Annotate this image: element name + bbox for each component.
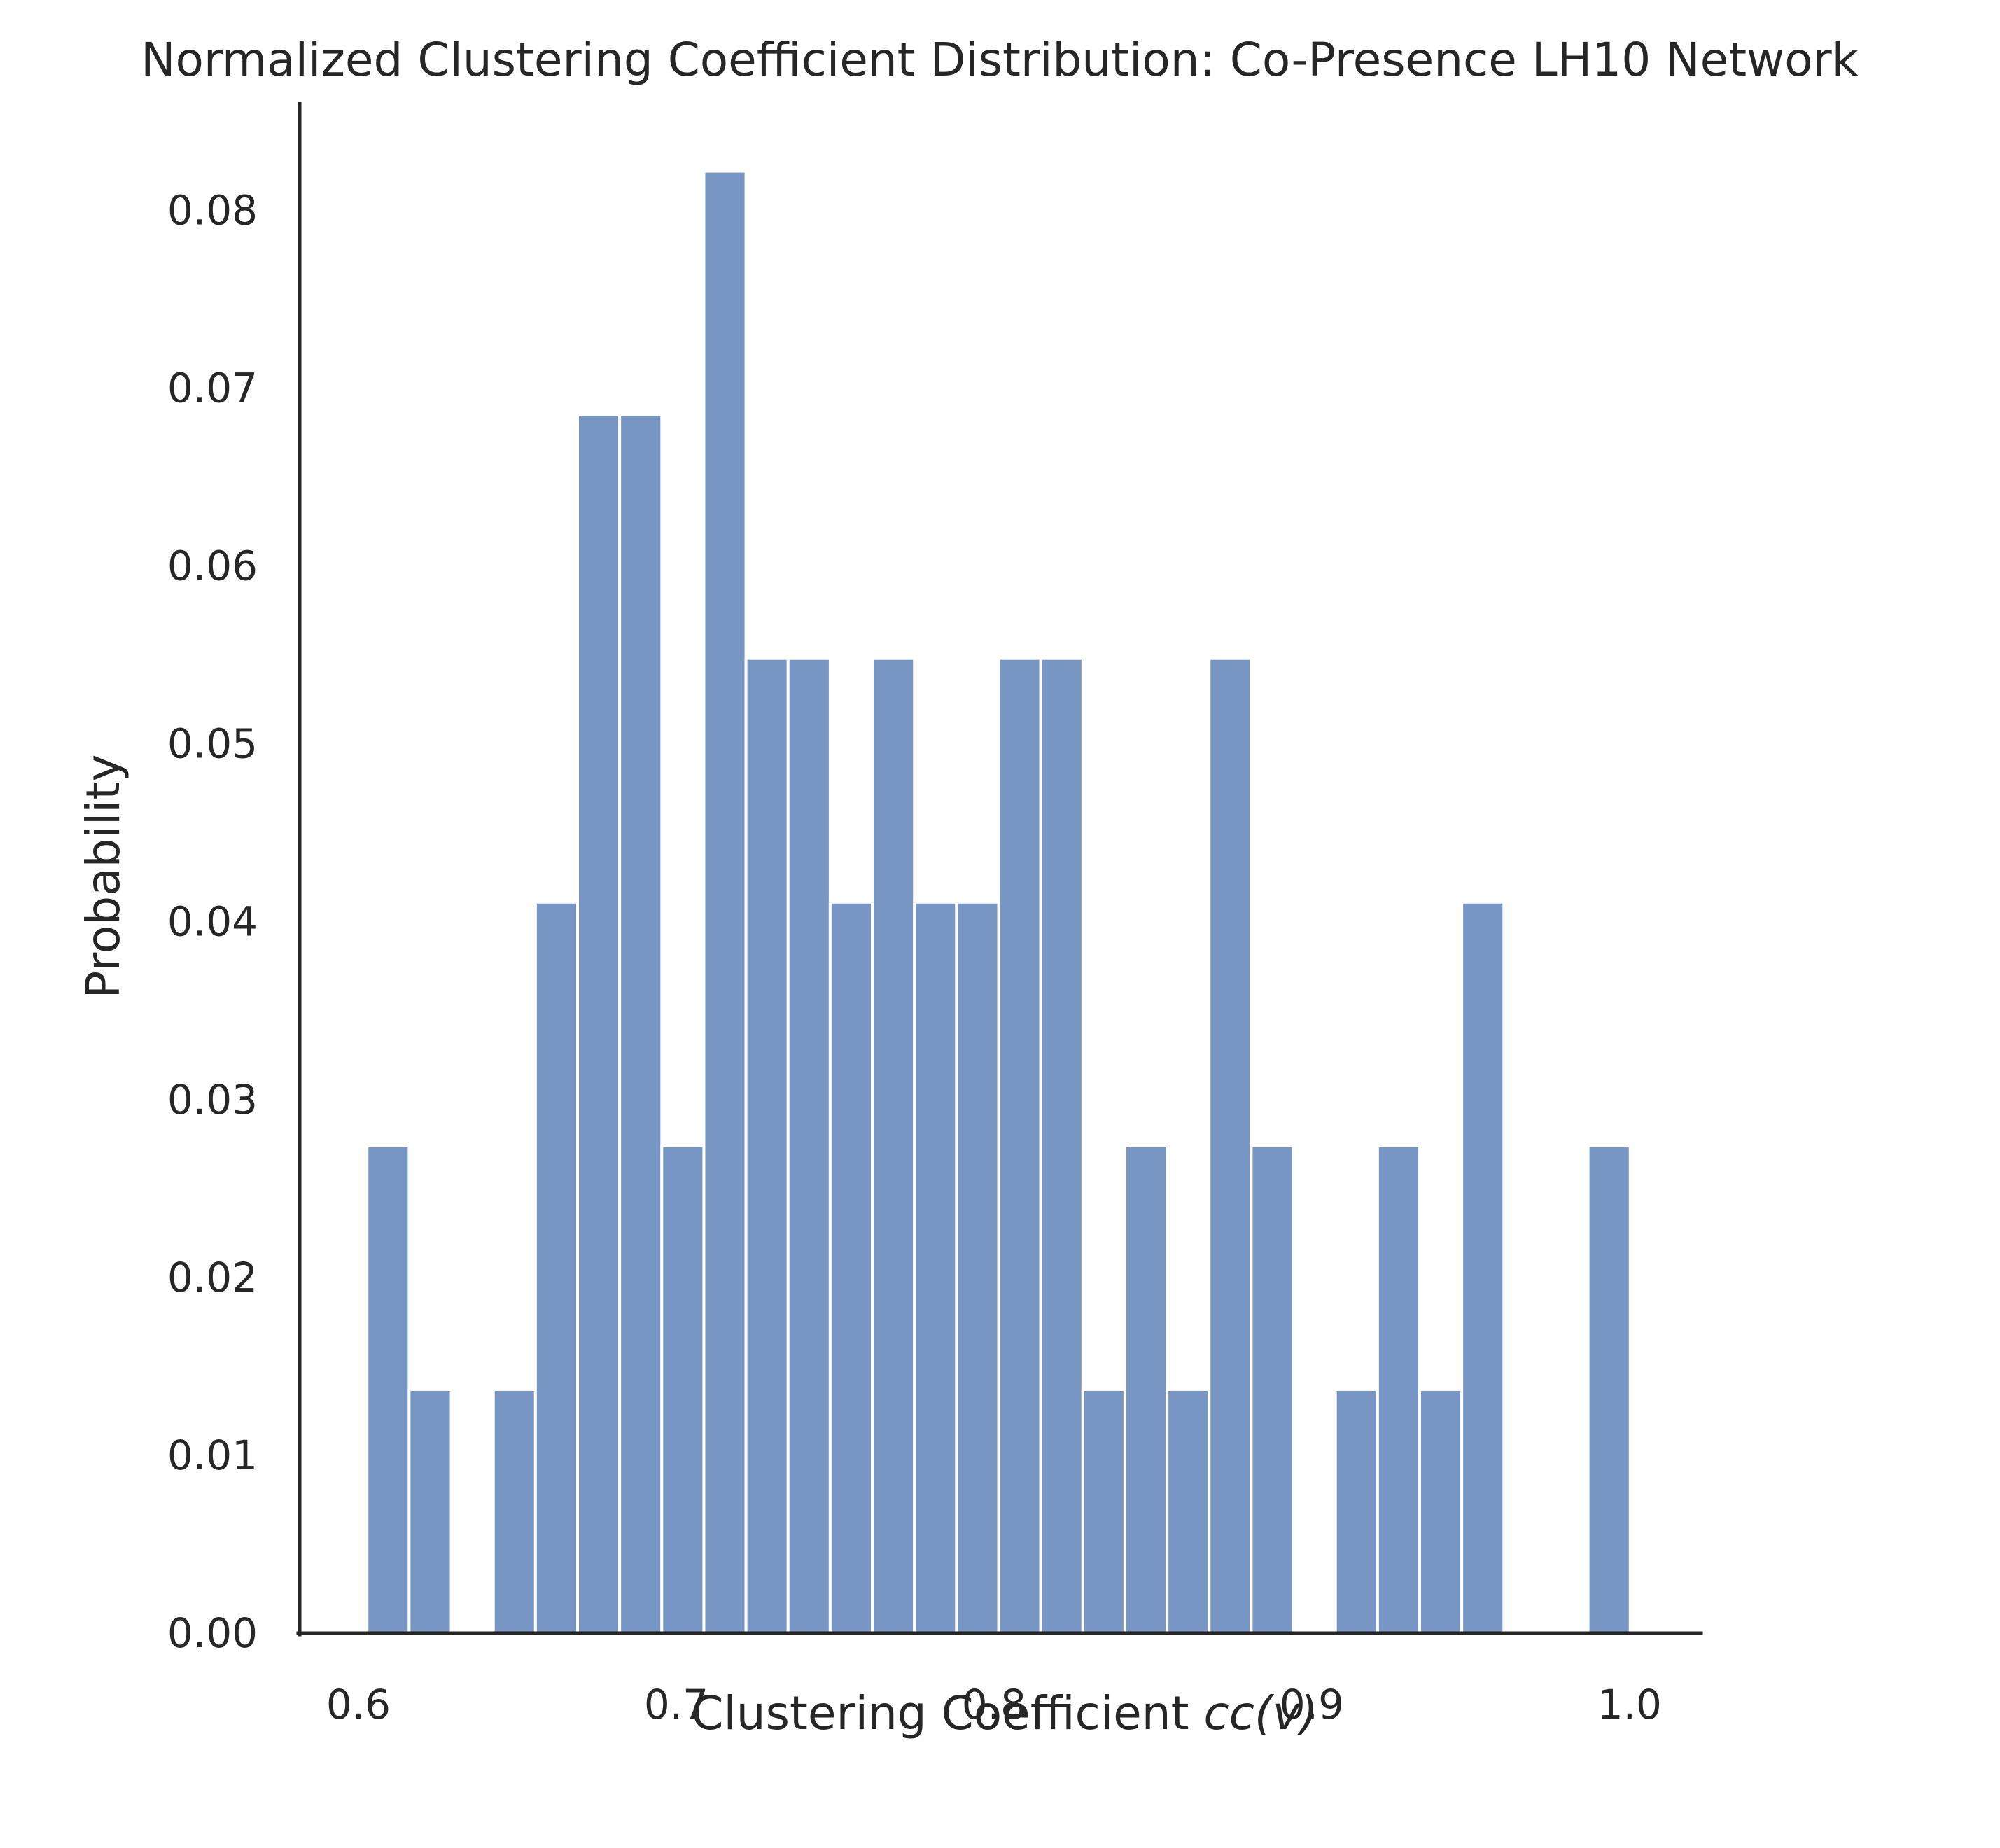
histogram-bar [618,413,664,1634]
x-axis-label: Clustering Coefficient cc(v) [691,1686,1317,1740]
x-tick-label: 0.7 [644,1681,708,1728]
histogram-bar [575,413,622,1634]
histogram-bar [1586,1144,1632,1635]
y-axis-label: Probability [76,755,130,999]
y-tick-label: 0.02 [167,1254,258,1301]
y-tick-label: 0.07 [167,365,258,412]
histogram-bar [955,900,1000,1634]
histogram-bar [1250,1144,1295,1635]
chart-title: Normalized Clustering Coefficient Distri… [141,33,1859,87]
histogram-bar [1166,1387,1211,1635]
x-tick-label: 1.0 [1597,1681,1662,1728]
y-tick-label: 0.08 [167,186,258,234]
histogram-bar [828,900,874,1634]
bars-group [365,169,1632,1635]
x-tick-label: 0.9 [1280,1681,1344,1728]
histogram-bar [871,657,916,1635]
y-tick-label: 0.04 [167,898,258,946]
x-tick-label: 0.8 [962,1681,1026,1728]
ticks-group: 0.6 0.7 0.8 0.9 1.0 0.00 0.01 0.02 0.03 0.04 0.05 0… [167,186,1662,1728]
histogram-bar [1418,1387,1464,1635]
histogram-bar [365,1144,411,1635]
y-tick-label: 0.05 [167,720,258,768]
y-tick-label: 0.06 [167,542,258,590]
axes-group [296,102,1703,1637]
histogram-bar [1123,1144,1169,1635]
histogram-bar [660,1144,706,1635]
x-tick-label: 0.6 [326,1681,391,1728]
y-tick-label: 0.01 [167,1432,258,1479]
histogram-bar [407,1387,453,1635]
histogram-bar [1460,900,1506,1634]
histogram-bar [702,169,748,1634]
histogram-bar [1376,1144,1422,1635]
histogram-bar [997,657,1042,1635]
histogram-bar [1208,657,1253,1635]
y-tick-label: 0.00 [167,1609,258,1657]
y-tick-label: 0.03 [167,1076,258,1124]
histogram-bar [533,900,579,1634]
histogram-bar [744,657,790,1635]
x-axis-label-math: cc(v) [1203,1686,1317,1740]
histogram-bar [1081,1387,1126,1635]
histogram-bar [786,657,832,1635]
x-axis-label-text: Clustering Coefficient [691,1686,1203,1740]
histogram-bar [1334,1387,1379,1635]
histogram-bar [913,900,958,1634]
histogram-bar [491,1387,537,1635]
histogram-bar [1039,657,1084,1635]
